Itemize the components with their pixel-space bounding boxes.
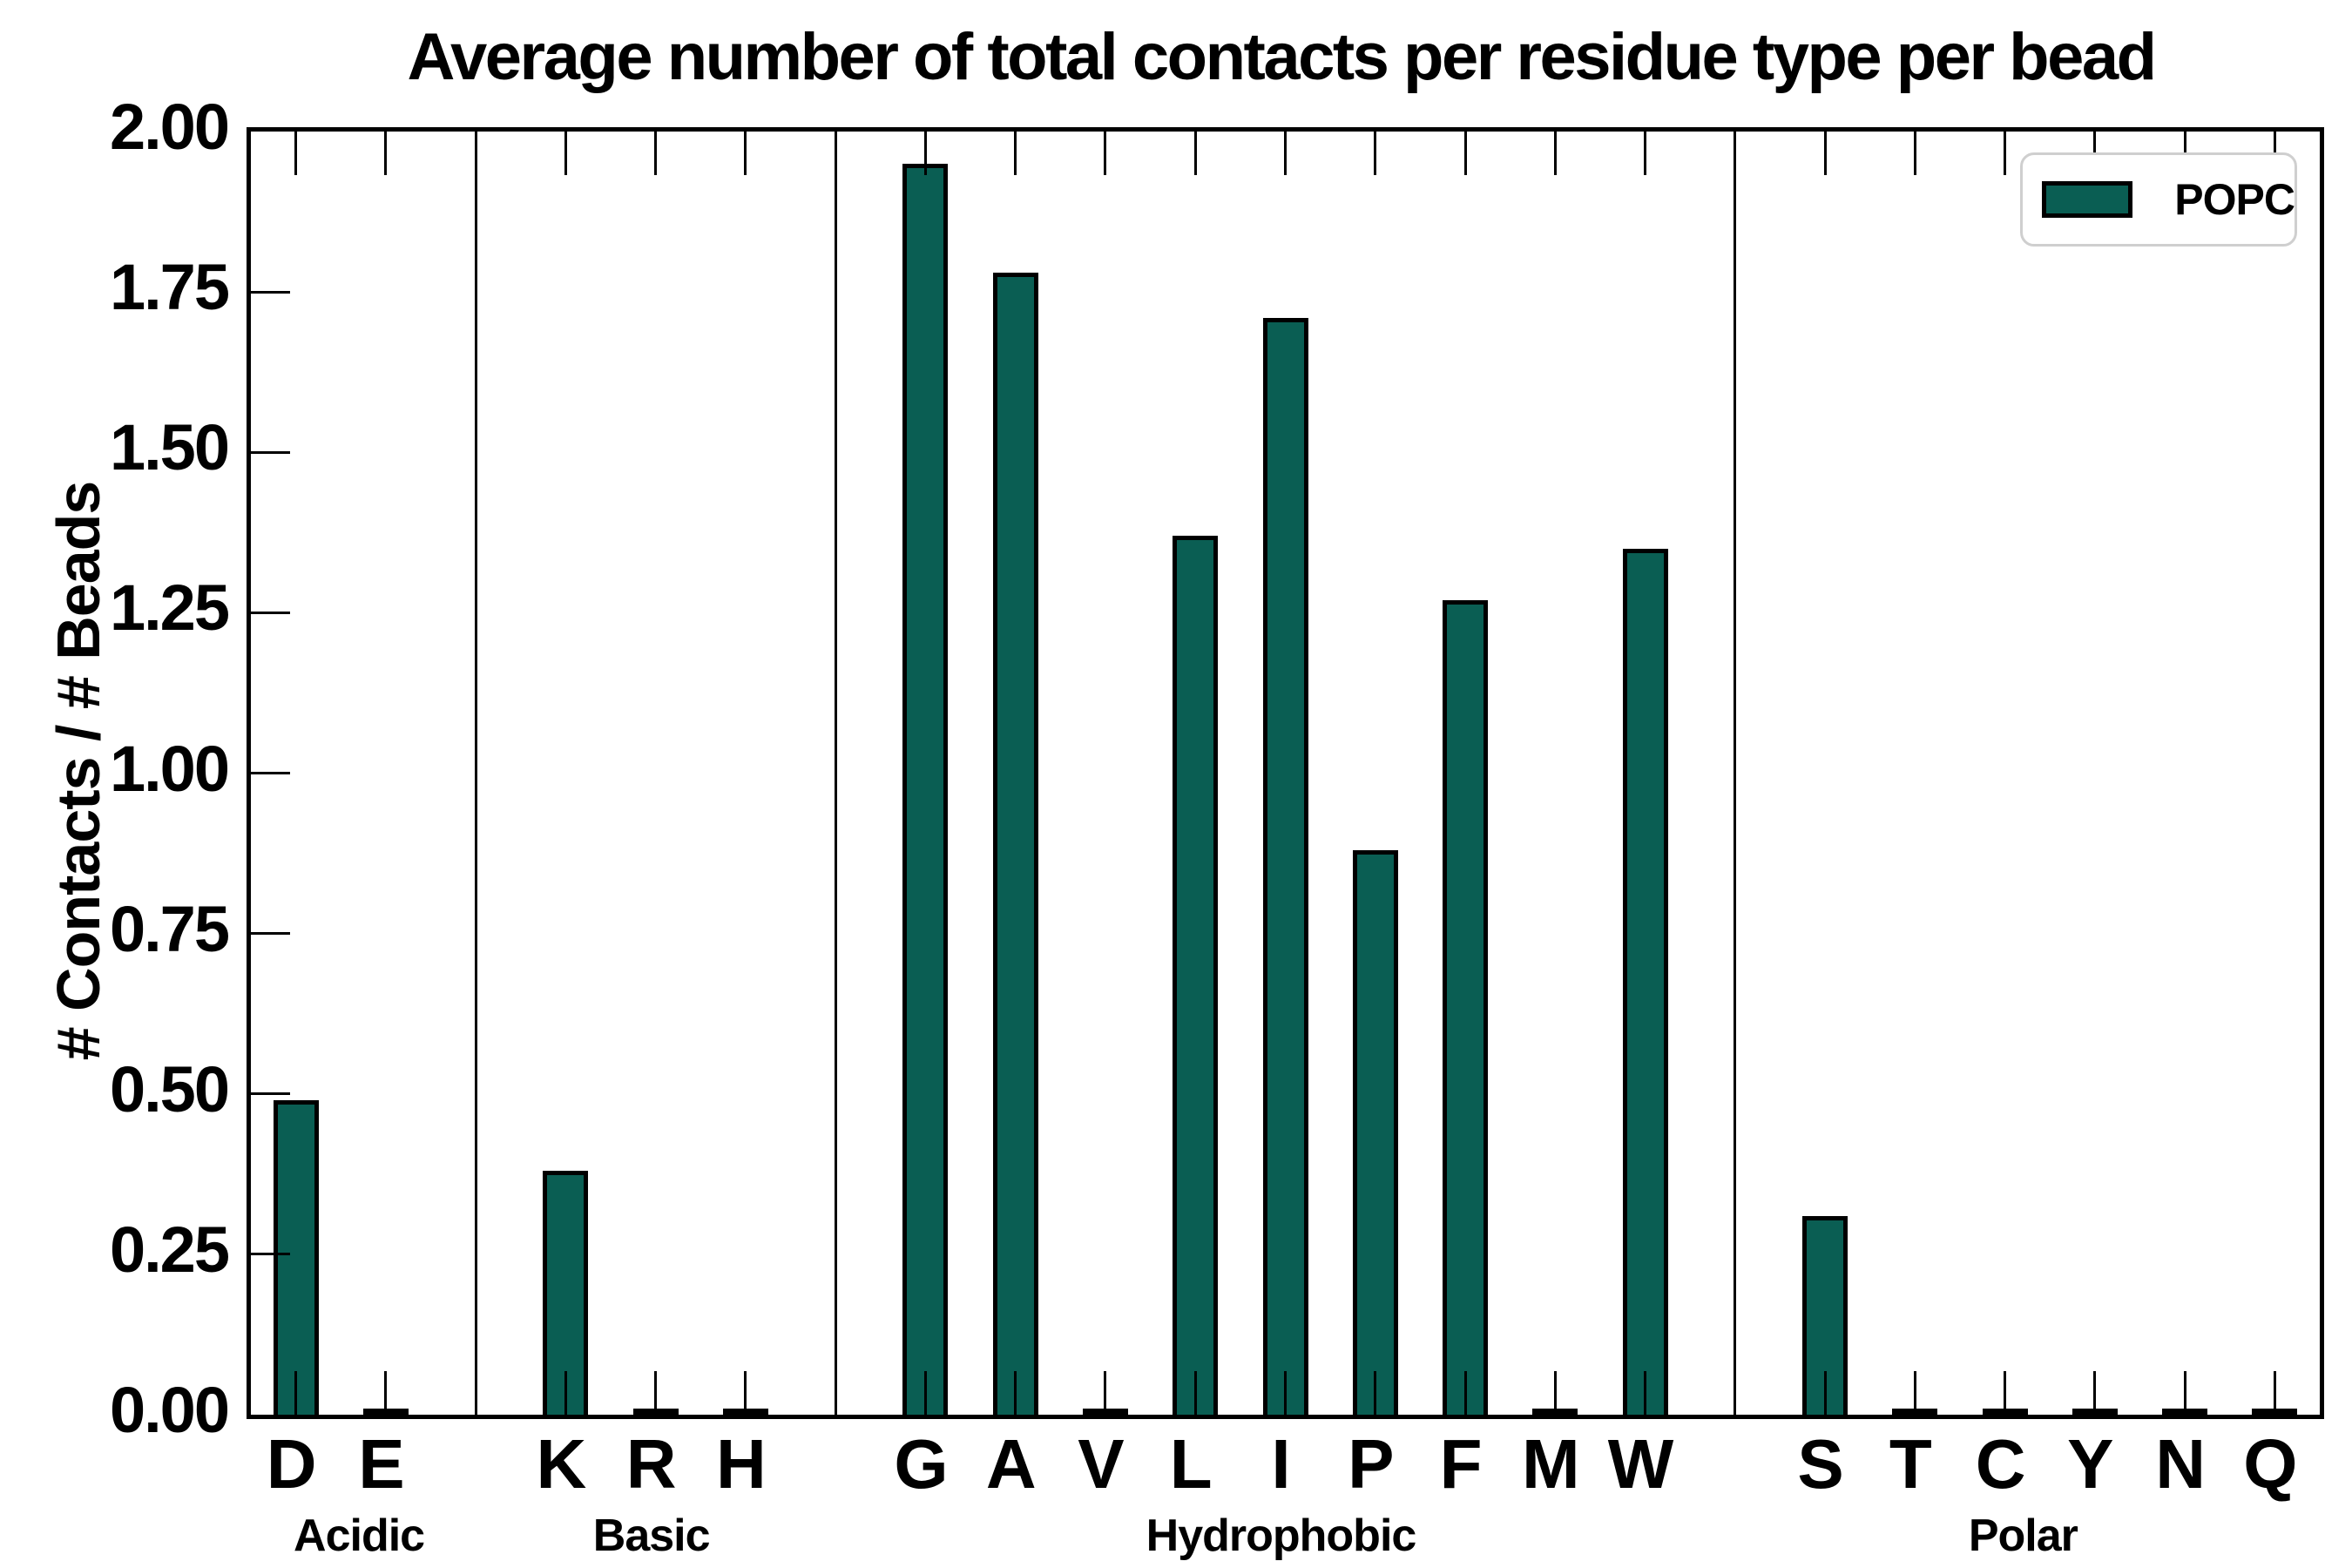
- x-tick-V: [1104, 1371, 1107, 1415]
- x-tick-H: [744, 1371, 747, 1415]
- x-label-T: T: [1889, 1425, 1932, 1503]
- separator-basic-hydrophobic: [834, 132, 837, 1415]
- x-tick-C: [2004, 1371, 2007, 1415]
- bar-A: [992, 273, 1038, 1415]
- x-tick-E: [384, 132, 388, 175]
- bar-W: [1622, 548, 1668, 1415]
- bar-K: [543, 1171, 589, 1415]
- x-tick-N: [2183, 1371, 2186, 1415]
- x-label-I: I: [1271, 1425, 1291, 1503]
- separator-acidic-basic: [474, 132, 477, 1415]
- x-label-Q: Q: [2243, 1425, 2298, 1503]
- y-tick-label-0.75: 0.75: [109, 892, 230, 965]
- y-tick-label-1.50: 1.50: [109, 411, 230, 484]
- legend-label: POPC: [2174, 175, 2295, 224]
- y-tick-label-1.00: 1.00: [109, 732, 230, 805]
- x-label-P: P: [1348, 1425, 1395, 1503]
- x-tick-L: [1193, 132, 1197, 175]
- x-label-D: D: [266, 1425, 317, 1503]
- group-label-acidic: Acidic: [294, 1511, 425, 1561]
- x-tick-K: [564, 132, 567, 175]
- y-tick-label-1.75: 1.75: [109, 251, 230, 324]
- chart-title: Average number of total contacts per res…: [407, 20, 2157, 94]
- x-tick-P: [1374, 132, 1377, 175]
- x-label-Y: Y: [2067, 1425, 2114, 1503]
- y-tick-label-0.25: 0.25: [109, 1213, 230, 1286]
- group-label-basic: Basic: [592, 1511, 711, 1561]
- legend: POPC: [2020, 152, 2297, 247]
- y-tick-label-2.00: 2.00: [109, 91, 230, 163]
- x-tick-V: [1104, 132, 1107, 175]
- y-tick-label-0.50: 0.50: [109, 1052, 230, 1125]
- bar-G: [902, 163, 949, 1415]
- x-label-W: W: [1607, 1425, 1674, 1503]
- x-label-N: N: [2155, 1425, 2206, 1503]
- x-label-H: H: [716, 1425, 767, 1503]
- x-label-M: M: [1521, 1425, 1580, 1503]
- x-tick-H: [744, 132, 747, 175]
- group-label-hydrophobic: Hydrophobic: [1146, 1511, 1417, 1561]
- plot-area: POPC: [247, 127, 2324, 1419]
- x-tick-Q: [2273, 1371, 2276, 1415]
- x-tick-I: [1284, 1371, 1287, 1415]
- x-tick-G: [923, 1371, 927, 1415]
- x-tick-W: [1644, 1371, 1647, 1415]
- x-tick-F: [1463, 132, 1467, 175]
- x-label-E: E: [358, 1425, 405, 1503]
- bar-F: [1443, 599, 1489, 1415]
- legend-color-swatch: [2042, 181, 2133, 218]
- y-tick: [251, 932, 290, 936]
- x-tick-M: [1553, 1371, 1557, 1415]
- y-tick: [251, 772, 290, 774]
- bar-D: [273, 1100, 319, 1415]
- bar-P: [1352, 849, 1398, 1415]
- y-tick: [251, 290, 290, 294]
- bar-I: [1262, 317, 1308, 1415]
- x-tick-K: [564, 1371, 567, 1415]
- x-tick-G: [923, 132, 927, 175]
- x-label-C: C: [1975, 1425, 2026, 1503]
- separator-hydrophobic-polar: [1734, 132, 1737, 1415]
- x-tick-S: [1823, 132, 1827, 175]
- x-tick-I: [1284, 132, 1287, 175]
- x-tick-W: [1644, 132, 1647, 175]
- x-label-L: L: [1169, 1425, 1213, 1503]
- x-tick-D: [294, 1371, 298, 1415]
- x-tick-A: [1014, 132, 1017, 175]
- y-tick: [251, 611, 290, 614]
- x-tick-T: [1913, 1371, 1916, 1415]
- x-label-V: V: [1078, 1425, 1125, 1503]
- x-tick-R: [654, 132, 658, 175]
- x-tick-F: [1463, 1371, 1467, 1415]
- x-label-S: S: [1797, 1425, 1844, 1503]
- y-tick: [251, 1253, 290, 1256]
- x-tick-S: [1823, 1371, 1827, 1415]
- x-tick-T: [1913, 132, 1916, 175]
- x-label-R: R: [625, 1425, 677, 1503]
- x-tick-R: [654, 1371, 658, 1415]
- x-tick-C: [2004, 132, 2007, 175]
- y-tick: [251, 450, 290, 454]
- x-label-K: K: [536, 1425, 587, 1503]
- group-label-polar: Polar: [1968, 1511, 2078, 1561]
- x-tick-Y: [2093, 1371, 2097, 1415]
- x-label-G: G: [894, 1425, 949, 1503]
- y-tick-label-0.00: 0.00: [109, 1374, 230, 1446]
- bar-L: [1173, 536, 1219, 1415]
- x-label-F: F: [1439, 1425, 1483, 1503]
- bar-S: [1802, 1215, 1848, 1415]
- x-tick-A: [1014, 1371, 1017, 1415]
- x-tick-E: [384, 1371, 388, 1415]
- x-tick-M: [1553, 132, 1557, 175]
- x-tick-L: [1193, 1371, 1197, 1415]
- y-tick: [251, 1092, 290, 1096]
- y-tick-label-1.25: 1.25: [109, 571, 230, 645]
- x-tick-P: [1374, 1371, 1377, 1415]
- x-label-A: A: [985, 1425, 1037, 1503]
- x-tick-D: [294, 132, 298, 175]
